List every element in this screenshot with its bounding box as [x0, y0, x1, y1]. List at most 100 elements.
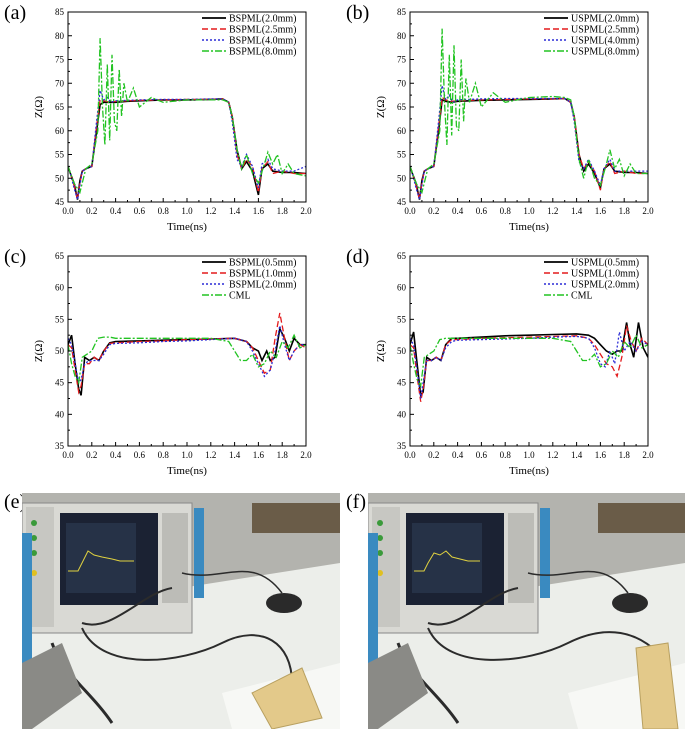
series-line-2: [410, 325, 648, 402]
x-tick-label: 0.2: [86, 206, 97, 216]
y-tick-label: 75: [55, 55, 65, 65]
series-line-4: [410, 28, 648, 195]
chart-panel-a: (a) 0.0 0.2 0.4 0.6 0.8 1.0 1.2 1.4 1.6 1.8 2.0 45 5…: [0, 0, 342, 240]
y-tick-label: 40: [397, 409, 407, 419]
y-tick-label: 70: [55, 78, 65, 88]
y-tick-label: 45: [55, 197, 65, 207]
legend-label: BSPML(2.5mm): [229, 25, 297, 36]
y-tick-label: 85: [55, 7, 65, 17]
series-line-3: [410, 331, 648, 399]
panel-label-d: (d): [346, 246, 370, 268]
series-line-1: [68, 98, 306, 200]
y-tick-label: 50: [397, 346, 407, 356]
chart-panel-b: (b) 0.0 0.2 0.4 0.6 0.8 1.0 1.2 1.4 1.6 1.8 2.0 45 5…: [342, 0, 685, 240]
y-tick-label: 50: [55, 346, 65, 356]
y-tick-label: 50: [397, 173, 407, 183]
y-tick-label: 35: [55, 441, 65, 451]
measurement-setup-photo-e: [22, 493, 340, 729]
y-tick-label: 60: [55, 126, 65, 136]
series-line-1: [68, 326, 306, 396]
x-tick-label: 1.8: [277, 450, 289, 460]
x-tick-label: 0.2: [428, 206, 439, 216]
photo-panel-e: (e): [0, 487, 342, 731]
x-tick-label: 0.6: [476, 206, 488, 216]
x-axis-label: Time(ns): [509, 465, 549, 477]
x-axis-label: Time(ns): [167, 221, 207, 233]
x-tick-label: 1.6: [253, 450, 265, 460]
panel-label-e: (e): [4, 491, 27, 513]
x-tick-label: 0.0: [62, 450, 74, 460]
y-tick-label: 60: [397, 283, 407, 293]
x-tick-label: 0.8: [158, 450, 170, 460]
impedance-chart-a: 0.0 0.2 0.4 0.6 0.8 1.0 1.2 1.4 1.6 1.8 2.0 45 50 55 6…: [33, 7, 312, 233]
x-tick-label: 1.4: [229, 450, 241, 460]
x-tick-label: 1.0: [181, 206, 193, 216]
panel-label-c: (c): [4, 246, 27, 268]
x-tick-label: 0.4: [452, 450, 464, 460]
x-tick-label: 0.6: [134, 206, 146, 216]
series-line-2: [410, 96, 648, 200]
x-tick-label: 0.0: [62, 206, 74, 216]
legend-label: USPML(2.5mm): [571, 25, 639, 36]
legend-label: USPML(2.0mm): [571, 14, 639, 25]
panel-label-b: (b): [346, 2, 370, 24]
photo-measurement-e: [22, 493, 340, 729]
x-tick-label: 0.2: [428, 450, 439, 460]
series-line-4: [68, 38, 306, 195]
x-tick-label: 0.4: [110, 206, 122, 216]
y-tick-label: 80: [55, 31, 65, 41]
y-tick-label: 60: [55, 283, 65, 293]
series-line-4: [410, 333, 648, 388]
chart-panel-c: (c) 0.0 0.2 0.4 0.6 0.8 1.0 1.2 1.4 1.6 1.8 2.0 35 4…: [0, 244, 342, 484]
y-tick-label: 50: [55, 173, 65, 183]
photo-panel-f: (f): [342, 487, 685, 731]
series-line-4: [68, 333, 306, 385]
x-tick-label: 0.0: [404, 206, 416, 216]
y-tick-label: 65: [397, 251, 407, 261]
x-tick-label: 1.2: [547, 206, 558, 216]
series-line-3: [68, 90, 306, 200]
panel-label-a: (a): [4, 2, 27, 24]
legend-label: USPML(4.0mm): [571, 36, 639, 47]
legend-label: USPML(0.5mm): [571, 258, 639, 269]
x-tick-label: 1.6: [595, 206, 607, 216]
y-tick-label: 55: [397, 150, 407, 160]
photo-measurement-f: [368, 493, 685, 729]
y-tick-label: 75: [397, 55, 407, 65]
y-tick-label: 45: [397, 197, 407, 207]
legend-label: BSPML(4.0mm): [229, 36, 297, 47]
series-line-3: [410, 85, 648, 200]
legend-label: BSPML(8.0mm): [229, 47, 297, 58]
legend-label: BSPML(0.5mm): [229, 258, 297, 269]
x-tick-label: 0.8: [500, 206, 512, 216]
panel-label-f: (f): [346, 491, 366, 513]
y-tick-label: 65: [55, 102, 65, 112]
series-line-1: [410, 322, 648, 398]
series-line-2: [68, 98, 306, 200]
chart-panel-d: (d) 0.0 0.2 0.4 0.6 0.8 1.0 1.2 1.4 1.6 1.8 2.0 35 4…: [342, 244, 685, 484]
x-tick-label: 1.4: [571, 206, 583, 216]
impedance-chart-c: 0.0 0.2 0.4 0.6 0.8 1.0 1.2 1.4 1.6 1.8 2.0 35 40 45 5…: [33, 251, 312, 477]
legend-label: BSPML(2.0mm): [229, 14, 297, 25]
x-tick-label: 2.0: [642, 450, 654, 460]
y-axis-label: Z(Ω): [33, 340, 45, 363]
y-tick-label: 45: [55, 378, 65, 388]
y-tick-label: 65: [397, 102, 407, 112]
x-tick-label: 2.0: [300, 206, 312, 216]
impedance-chart-d: 0.0 0.2 0.4 0.6 0.8 1.0 1.2 1.4 1.6 1.8 2.0 35 40 45 5…: [375, 251, 654, 477]
x-tick-label: 1.4: [229, 206, 241, 216]
x-tick-label: 2.0: [642, 206, 654, 216]
x-tick-label: 1.6: [595, 450, 607, 460]
impedance-chart-b: 0.0 0.2 0.4 0.6 0.8 1.0 1.2 1.4 1.6 1.8 2.0 45 50 55 6…: [375, 7, 654, 233]
x-tick-label: 0.4: [452, 206, 464, 216]
legend-label: USPML(8.0mm): [571, 47, 639, 58]
legend-label: CML: [571, 291, 593, 302]
x-tick-label: 1.2: [547, 450, 558, 460]
y-axis-label: Z(Ω): [33, 96, 45, 119]
legend-label: BSPML(1.0mm): [229, 269, 297, 280]
y-tick-label: 55: [397, 314, 407, 324]
x-tick-label: 0.0: [404, 450, 416, 460]
y-tick-label: 65: [55, 251, 65, 261]
x-axis-label: Time(ns): [167, 465, 207, 477]
x-tick-label: 0.8: [500, 450, 512, 460]
